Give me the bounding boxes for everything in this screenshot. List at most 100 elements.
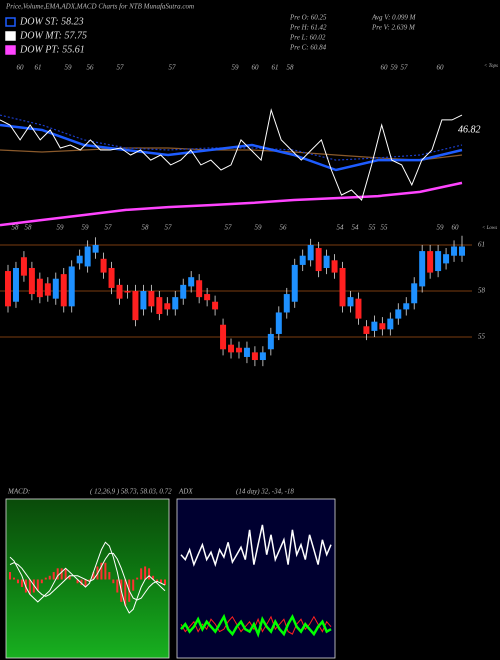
- series-line: [180, 615, 332, 635]
- series-line: [0, 147, 463, 161]
- histogram-bar: [80, 579, 83, 586]
- series-line: [9, 552, 166, 601]
- histogram-bar: [136, 577, 139, 580]
- candle-body: [108, 267, 115, 288]
- bottom-label: 59: [57, 224, 65, 232]
- histogram-bar: [36, 579, 39, 591]
- series-line: [180, 613, 332, 638]
- histogram-bar: [104, 562, 107, 580]
- candle-body: [84, 246, 91, 267]
- top-label: 60: [381, 64, 389, 72]
- histogram-bar: [152, 575, 155, 580]
- candle-body: [148, 290, 155, 307]
- histogram-bar: [132, 579, 135, 591]
- candle-body: [156, 297, 163, 315]
- bottom-label: 57: [165, 224, 173, 232]
- candle-body: [387, 318, 394, 330]
- candle-body: [411, 283, 418, 304]
- candle-body: [435, 251, 442, 272]
- top-label: 57: [117, 64, 125, 72]
- stat-label: Pre O: 60.25: [289, 14, 327, 22]
- candle-body: [347, 297, 354, 307]
- stat-label: Pre H: 61.42: [289, 24, 327, 32]
- bottom-label: 58: [12, 224, 20, 232]
- bottom-label: 54: [352, 224, 360, 232]
- histogram-bar: [9, 572, 11, 580]
- page-title: Price,Volume,EMA,ADX,MACD Charts for NTB…: [5, 3, 194, 11]
- y-tick-label: 58: [478, 287, 486, 295]
- candle-body: [140, 290, 147, 310]
- histogram-bar: [140, 568, 143, 580]
- candle-body: [60, 274, 67, 307]
- legend-label: DOW PT: 55.61: [19, 44, 85, 55]
- histogram-bar: [48, 575, 51, 580]
- bottom-label: 54: [337, 224, 345, 232]
- legend-swatch: [5, 17, 16, 27]
- top-label: 61: [35, 64, 42, 72]
- candle-body: [379, 323, 386, 330]
- top-label: 60: [437, 64, 445, 72]
- histogram-bar: [156, 579, 159, 582]
- candle-body: [92, 244, 99, 253]
- candle-body: [371, 321, 378, 331]
- y-tick-label: 61: [478, 241, 485, 249]
- series-line: [9, 541, 166, 614]
- bottom-label: 57: [105, 224, 113, 232]
- bottom-label: 59: [82, 224, 90, 232]
- candle-body: [100, 258, 107, 273]
- series-line: [180, 524, 332, 568]
- histogram-bar: [144, 566, 147, 580]
- top-label: 60: [17, 64, 25, 72]
- candle-body: [12, 267, 19, 302]
- candle-body: [243, 347, 250, 357]
- legend-label: DOW ST: 58.23: [19, 16, 84, 27]
- candle-body: [76, 255, 83, 264]
- histogram-bar: [40, 579, 43, 584]
- adx-panel: [176, 498, 336, 659]
- series-line: [0, 108, 463, 201]
- candle-body: [5, 271, 11, 307]
- candle-body: [172, 297, 179, 310]
- panel-title: MACD:: [7, 488, 30, 496]
- bottom-label: 57: [225, 224, 233, 232]
- legend-swatch: [5, 31, 16, 41]
- stat-label: Avg V: 0.099 M: [371, 14, 417, 22]
- candle-body: [339, 267, 346, 307]
- bottom-label: 59: [437, 224, 445, 232]
- candle-body: [196, 280, 203, 298]
- candle-body: [315, 248, 322, 272]
- series-line: [0, 181, 463, 227]
- candle-body: [355, 298, 362, 319]
- top-label: 59: [65, 64, 73, 72]
- y-tick-label: 55: [478, 333, 486, 341]
- bottom-label: 58: [25, 224, 33, 232]
- histogram-bar: [44, 577, 47, 580]
- panel-subtitle: ( 12,26,9 ) 58.73, 58.03, 0.72: [90, 488, 172, 496]
- histogram-bar: [112, 579, 115, 584]
- candle-body: [132, 290, 139, 321]
- candle-body: [124, 290, 131, 293]
- candle-body: [44, 283, 51, 296]
- top-label: 61: [272, 64, 279, 72]
- lows-label: < Lows: [482, 226, 497, 231]
- histogram-bar: [88, 579, 91, 582]
- bottom-label: 55: [381, 224, 389, 232]
- tops-label: < Tops: [484, 64, 498, 69]
- histogram-bar: [124, 579, 127, 606]
- stat-label: Pre C: 60.84: [289, 44, 327, 52]
- bottom-label: 59: [255, 224, 263, 232]
- histogram-bar: [68, 575, 71, 580]
- candle-body: [427, 251, 434, 273]
- bottom-label: 60: [452, 224, 460, 232]
- histogram-bar: [20, 579, 23, 587]
- histogram-bar: [16, 579, 19, 584]
- histogram-bar: [84, 579, 87, 587]
- histogram-bar: [56, 568, 59, 580]
- candle-body: [363, 326, 370, 334]
- candle-body: [228, 344, 235, 353]
- top-label: 59: [391, 64, 399, 72]
- top-label: 59: [232, 64, 240, 72]
- candle-body: [28, 267, 35, 295]
- candle-body: [403, 303, 410, 310]
